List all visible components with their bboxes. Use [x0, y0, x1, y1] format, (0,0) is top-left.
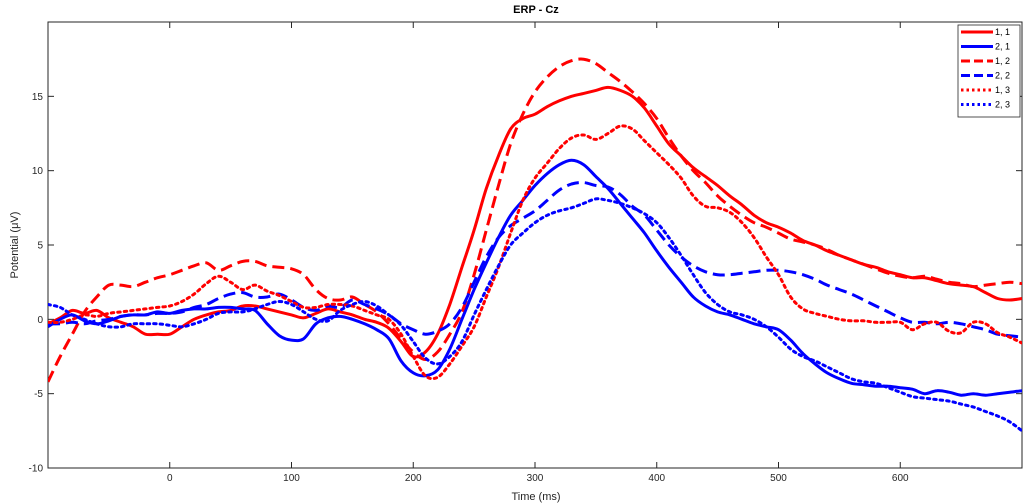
- chart-title: ERP - Cz: [513, 4, 559, 16]
- legend-box: [957, 24, 1021, 118]
- x-tick-label: 600: [892, 473, 909, 484]
- legend-label: 2, 1: [995, 42, 1010, 52]
- series-lines: [48, 57, 1022, 433]
- legend-items: 1, 1 2, 1 1, 2 2, 2 1, 3 2, 3: [961, 27, 1010, 110]
- series-line-5: [48, 124, 1022, 381]
- legend-label: 1, 1: [995, 27, 1010, 37]
- plot-area: [47, 21, 1023, 469]
- x-tick-label: 200: [405, 473, 422, 484]
- series-line-6: [48, 197, 1022, 433]
- series-line-4: [48, 181, 1022, 339]
- legend: 1, 1 2, 1 1, 2 2, 2 1, 3 2, 3: [957, 24, 1021, 118]
- series-line-2: [48, 158, 1022, 397]
- y-tick-label: 10: [32, 166, 44, 177]
- series-line-1: [48, 85, 1022, 359]
- x-tick-label: 0: [167, 473, 173, 484]
- legend-label: 1, 2: [995, 56, 1010, 66]
- legend-label: 2, 2: [995, 71, 1010, 81]
- x-tick-label: 500: [770, 473, 787, 484]
- x-tick-label: 100: [283, 473, 300, 484]
- x-axis-label: Time (ms): [511, 491, 560, 503]
- axes: 0 100 200 300 400 500 600 -10 -5 0 5 10 15: [29, 22, 1022, 484]
- y-tick-label: -5: [34, 389, 43, 400]
- y-tick-label: 15: [32, 92, 44, 103]
- x-tick-label: 300: [527, 473, 544, 484]
- legend-label: 2, 3: [995, 100, 1010, 110]
- y-tick-label: 0: [37, 315, 43, 326]
- legend-label: 1, 3: [995, 85, 1010, 95]
- x-tick-label: 400: [648, 473, 665, 484]
- y-tick-label: 5: [37, 241, 43, 252]
- y-tick-label: -10: [29, 464, 44, 475]
- y-axis-label: Potential (μV): [9, 212, 21, 279]
- series-line-3: [48, 57, 1022, 383]
